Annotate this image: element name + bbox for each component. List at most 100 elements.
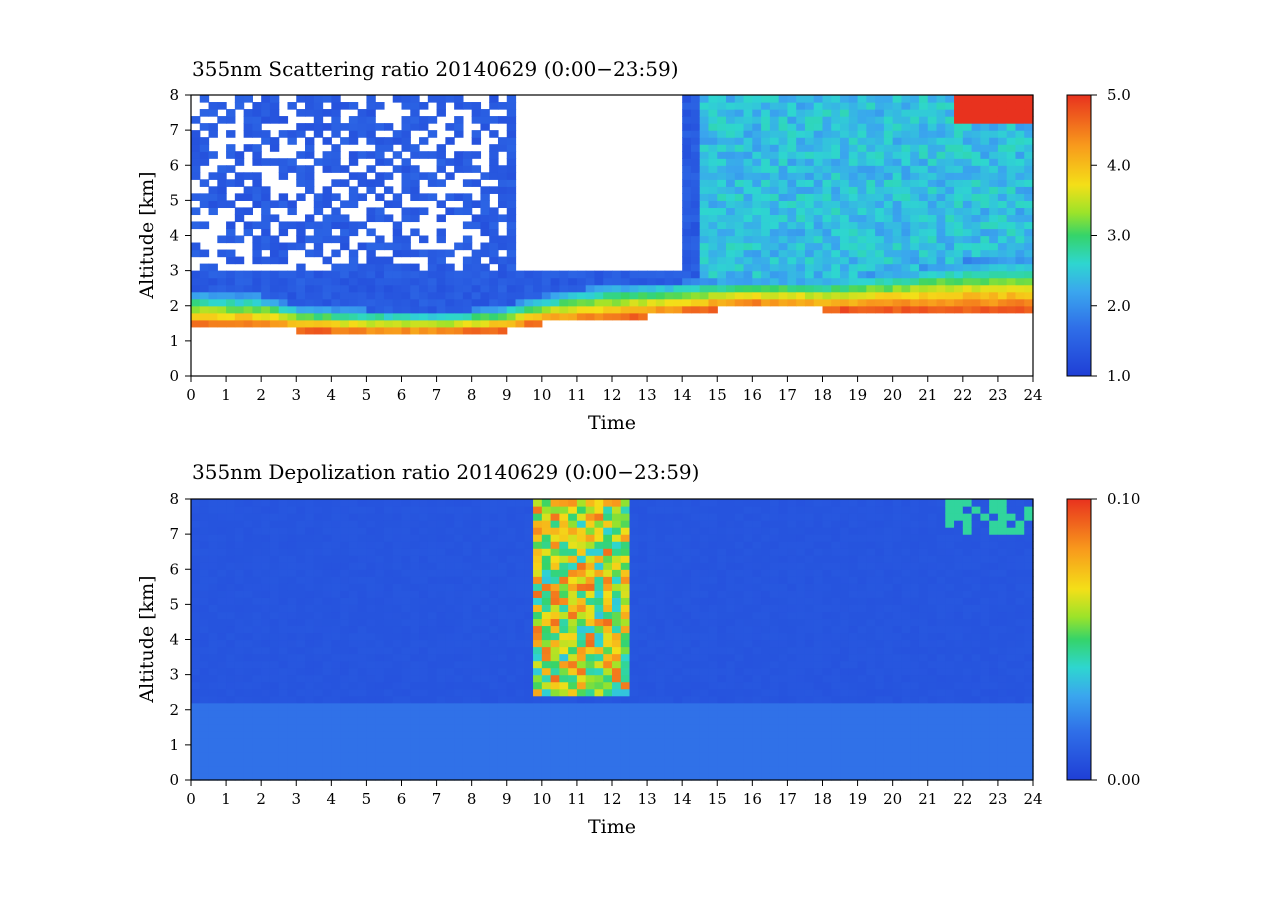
heatmap-cell bbox=[269, 520, 280, 528]
heatmap-cell bbox=[340, 639, 350, 648]
heatmap-cell bbox=[392, 723, 403, 732]
heatmap-cell bbox=[199, 723, 210, 732]
heatmap-cell bbox=[638, 611, 648, 620]
heatmap-cell bbox=[708, 709, 718, 718]
heatmap-cell bbox=[752, 646, 762, 655]
heatmap-cell bbox=[261, 137, 271, 145]
heatmap-cell bbox=[348, 653, 359, 662]
heatmap-cell bbox=[638, 681, 648, 690]
heatmap-cell bbox=[427, 744, 438, 753]
heatmap-cell bbox=[410, 562, 420, 570]
heatmap-cell bbox=[708, 660, 718, 669]
heatmap-cell bbox=[471, 137, 482, 145]
heatmap-cell bbox=[410, 751, 420, 760]
heatmap-cell bbox=[620, 555, 631, 563]
heatmap-cell bbox=[726, 151, 736, 159]
heatmap-cell bbox=[234, 702, 245, 711]
heatmap-cell bbox=[331, 590, 341, 598]
heatmap-cell bbox=[401, 751, 411, 760]
heatmap-cell bbox=[1024, 186, 1034, 194]
heatmap-cell bbox=[331, 688, 341, 697]
heatmap-cell bbox=[541, 772, 552, 781]
heatmap-cell bbox=[348, 172, 359, 180]
heatmap-cell bbox=[585, 723, 596, 732]
heatmap-cell bbox=[682, 604, 692, 613]
heatmap-cell bbox=[831, 123, 841, 131]
heatmap-cell bbox=[366, 263, 376, 272]
heatmap-cell bbox=[454, 688, 464, 697]
heatmap-cell bbox=[550, 604, 560, 613]
heatmap-cell bbox=[927, 242, 938, 251]
heatmap-cell bbox=[682, 590, 692, 598]
heatmap-cell bbox=[769, 193, 780, 201]
heatmap-cell bbox=[427, 312, 438, 321]
heatmap-cell bbox=[234, 298, 245, 307]
heatmap-cell bbox=[252, 737, 262, 746]
heatmap-cell bbox=[726, 723, 736, 732]
heatmap-cell bbox=[454, 646, 464, 655]
heatmap-cell bbox=[489, 256, 499, 265]
heatmap-cell bbox=[603, 298, 613, 307]
heatmap-cell bbox=[787, 95, 797, 103]
heatmap-cell bbox=[717, 179, 727, 187]
heatmap-cell bbox=[401, 723, 411, 732]
heatmap-cell bbox=[269, 242, 280, 251]
heatmap-cell bbox=[690, 681, 701, 690]
heatmap-cell bbox=[252, 499, 262, 507]
heatmap-cell bbox=[419, 702, 429, 711]
heatmap-cell bbox=[594, 716, 604, 725]
heatmap-cell bbox=[664, 667, 674, 676]
heatmap-cell bbox=[550, 583, 560, 591]
heatmap-cell bbox=[743, 298, 753, 307]
heatmap-cell bbox=[410, 660, 420, 669]
heatmap-cell bbox=[243, 709, 253, 718]
heatmap-cell bbox=[778, 151, 789, 159]
heatmap-cell bbox=[331, 625, 341, 634]
heatmap-cell bbox=[427, 569, 438, 577]
heatmap-cell bbox=[427, 116, 438, 124]
heatmap-cell bbox=[585, 758, 596, 767]
heatmap-cell bbox=[752, 520, 762, 528]
heatmap-cell bbox=[234, 305, 245, 314]
heatmap-cell bbox=[576, 284, 587, 293]
heatmap-cell bbox=[840, 144, 850, 152]
heatmap-cell bbox=[655, 576, 666, 584]
heatmap-cell bbox=[778, 298, 789, 307]
heatmap-cell bbox=[401, 116, 411, 124]
heatmap-cell bbox=[734, 702, 745, 711]
heatmap-cell bbox=[954, 95, 964, 103]
heatmap-cell bbox=[822, 123, 832, 131]
heatmap-cell bbox=[980, 291, 990, 300]
heatmap-cell bbox=[682, 291, 692, 300]
heatmap-cell bbox=[401, 137, 411, 145]
heatmap-cell bbox=[524, 618, 534, 627]
heatmap-cell bbox=[848, 284, 859, 293]
heatmap-cell bbox=[866, 277, 876, 286]
heatmap-cell bbox=[234, 193, 245, 201]
heatmap-cell bbox=[655, 534, 666, 542]
heatmap-cell bbox=[734, 130, 745, 138]
heatmap-cell bbox=[226, 144, 236, 152]
heatmap-cell bbox=[1006, 263, 1017, 272]
heatmap-cell bbox=[471, 305, 482, 314]
heatmap-cell bbox=[524, 737, 534, 746]
heatmap-cell bbox=[612, 611, 622, 620]
heatmap-cell bbox=[550, 270, 560, 279]
heatmap-cell bbox=[857, 193, 867, 201]
heatmap-cell bbox=[322, 312, 332, 321]
heatmap-cell bbox=[603, 499, 613, 507]
heatmap-cell bbox=[383, 256, 394, 265]
heatmap-cell bbox=[647, 499, 657, 507]
heatmap-cell bbox=[804, 144, 815, 152]
heatmap-cell bbox=[954, 291, 964, 300]
heatmap-cell bbox=[831, 130, 841, 138]
heatmap-cell bbox=[462, 765, 473, 774]
heatmap-cell bbox=[945, 165, 955, 173]
heatmap-cell bbox=[690, 583, 701, 591]
heatmap-cell bbox=[954, 123, 964, 131]
heatmap-cell bbox=[655, 277, 666, 286]
heatmap-cell bbox=[278, 221, 289, 230]
heatmap-cell bbox=[366, 674, 376, 683]
heatmap-cell bbox=[778, 277, 789, 286]
heatmap-cell bbox=[761, 263, 771, 272]
